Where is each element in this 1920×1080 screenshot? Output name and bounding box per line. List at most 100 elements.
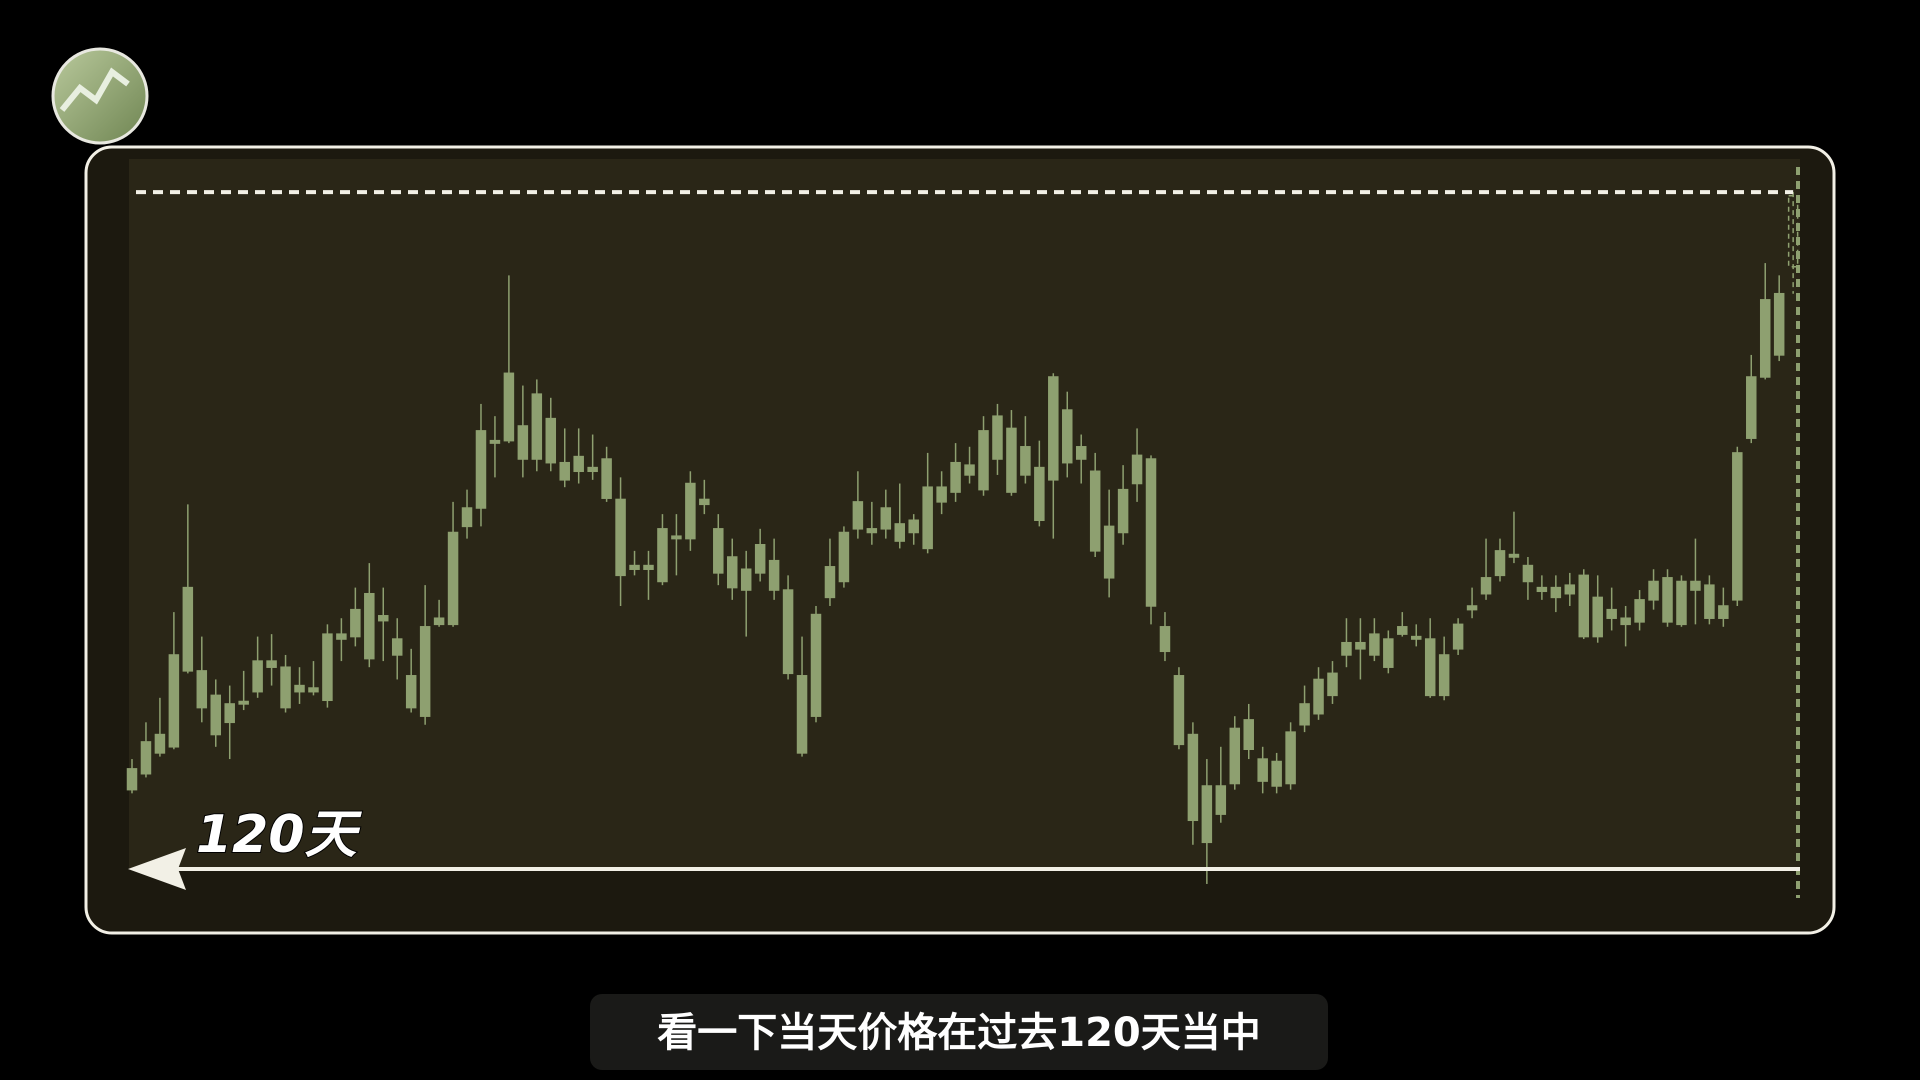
subtitle-box bbox=[590, 994, 1328, 1070]
candle-body bbox=[587, 466, 598, 473]
candle-body bbox=[1383, 638, 1394, 668]
candle-body bbox=[1020, 446, 1031, 476]
candle-body bbox=[1159, 626, 1171, 653]
candles bbox=[126, 190, 1799, 884]
candle-body bbox=[461, 507, 473, 528]
candle-body bbox=[1620, 617, 1631, 626]
candle-body bbox=[1564, 584, 1576, 595]
candle-body bbox=[531, 393, 543, 460]
candle-body bbox=[866, 528, 878, 534]
candle-body bbox=[1145, 458, 1157, 607]
candle-body bbox=[768, 559, 780, 591]
candle-body bbox=[1103, 525, 1115, 579]
candle-body bbox=[1187, 733, 1199, 822]
candle-body bbox=[1634, 599, 1645, 623]
candle-body bbox=[364, 592, 375, 660]
candle-body bbox=[1355, 641, 1366, 650]
candle-body bbox=[1662, 577, 1673, 623]
candle-body bbox=[964, 464, 975, 476]
candle-body bbox=[573, 455, 584, 473]
range-arrow-head bbox=[128, 848, 186, 890]
candle-body bbox=[1313, 678, 1324, 715]
candle-body bbox=[433, 617, 445, 626]
candle-body bbox=[1173, 675, 1185, 746]
candle-body bbox=[559, 461, 570, 481]
candle-body bbox=[1034, 466, 1045, 522]
candle-body bbox=[1746, 376, 1757, 439]
candle-body bbox=[740, 568, 752, 591]
candle-body bbox=[1522, 564, 1534, 583]
candle-body bbox=[1578, 574, 1590, 638]
candle-body bbox=[378, 615, 389, 622]
candle-body bbox=[880, 507, 892, 530]
candle-body bbox=[1089, 470, 1101, 552]
candle-body bbox=[1704, 584, 1715, 619]
candle-body bbox=[1606, 608, 1617, 619]
candle-body bbox=[1690, 580, 1701, 591]
candle-body bbox=[1773, 292, 1785, 356]
candle-body bbox=[1006, 427, 1017, 493]
candle-body bbox=[1341, 641, 1352, 656]
candle-body bbox=[685, 482, 696, 540]
candle-body bbox=[601, 458, 612, 499]
candle-body bbox=[643, 564, 654, 570]
candle-body bbox=[154, 733, 166, 754]
candle-body bbox=[1062, 409, 1073, 464]
candle-body bbox=[1732, 452, 1743, 601]
candle-body bbox=[517, 425, 529, 460]
candle-body bbox=[1271, 760, 1282, 787]
candle-body bbox=[796, 675, 808, 754]
candle-body bbox=[308, 687, 319, 693]
candle-body bbox=[252, 660, 263, 693]
plot-area bbox=[129, 159, 1800, 869]
candle-body bbox=[671, 535, 682, 540]
candle-body bbox=[405, 675, 417, 709]
candle-body bbox=[1397, 626, 1408, 635]
candle-body bbox=[322, 633, 333, 702]
candle-body bbox=[1229, 727, 1241, 785]
candle-body bbox=[489, 439, 501, 444]
candle-body bbox=[196, 670, 208, 709]
candle-body bbox=[950, 461, 961, 493]
candle-body bbox=[1592, 596, 1603, 638]
candle-body bbox=[922, 486, 933, 550]
candle-body bbox=[1299, 703, 1310, 726]
candle-body bbox=[978, 430, 989, 491]
candle-body bbox=[294, 684, 305, 693]
candle-body bbox=[1201, 785, 1213, 844]
candle-body bbox=[1243, 719, 1254, 751]
candle-body bbox=[350, 608, 361, 638]
candle-body bbox=[1410, 635, 1422, 640]
candle-body bbox=[1285, 731, 1296, 785]
candle-body bbox=[1369, 633, 1380, 656]
candle-body bbox=[1131, 454, 1143, 485]
candle-body bbox=[126, 768, 138, 791]
candle-body bbox=[1117, 488, 1129, 534]
candle-body bbox=[1452, 623, 1464, 650]
subtitle: 看一下当天价格在过去120天当中 bbox=[657, 1010, 1261, 1056]
candle-body bbox=[545, 417, 557, 464]
candle-body bbox=[503, 372, 515, 442]
candle-body bbox=[936, 486, 947, 503]
candle-body bbox=[210, 694, 222, 736]
candle-body bbox=[1550, 586, 1562, 599]
candle-body bbox=[1759, 299, 1771, 378]
candle-body bbox=[1424, 638, 1436, 697]
candle-body bbox=[238, 700, 249, 705]
candle-body bbox=[182, 586, 194, 672]
candle-body bbox=[168, 654, 180, 748]
candle-body bbox=[629, 564, 640, 570]
candle-body bbox=[810, 613, 822, 717]
candle-body bbox=[908, 519, 919, 534]
candle-body bbox=[1648, 580, 1659, 601]
candle-body bbox=[224, 703, 235, 724]
candle-body bbox=[894, 523, 906, 542]
candle-body bbox=[1787, 194, 1799, 268]
candle-body bbox=[699, 498, 710, 506]
candle-body bbox=[266, 660, 277, 668]
candle-body bbox=[1075, 446, 1087, 460]
candle-body bbox=[782, 589, 794, 675]
candle-body bbox=[336, 633, 347, 640]
candle-body bbox=[852, 501, 864, 530]
candle-body bbox=[992, 415, 1003, 460]
